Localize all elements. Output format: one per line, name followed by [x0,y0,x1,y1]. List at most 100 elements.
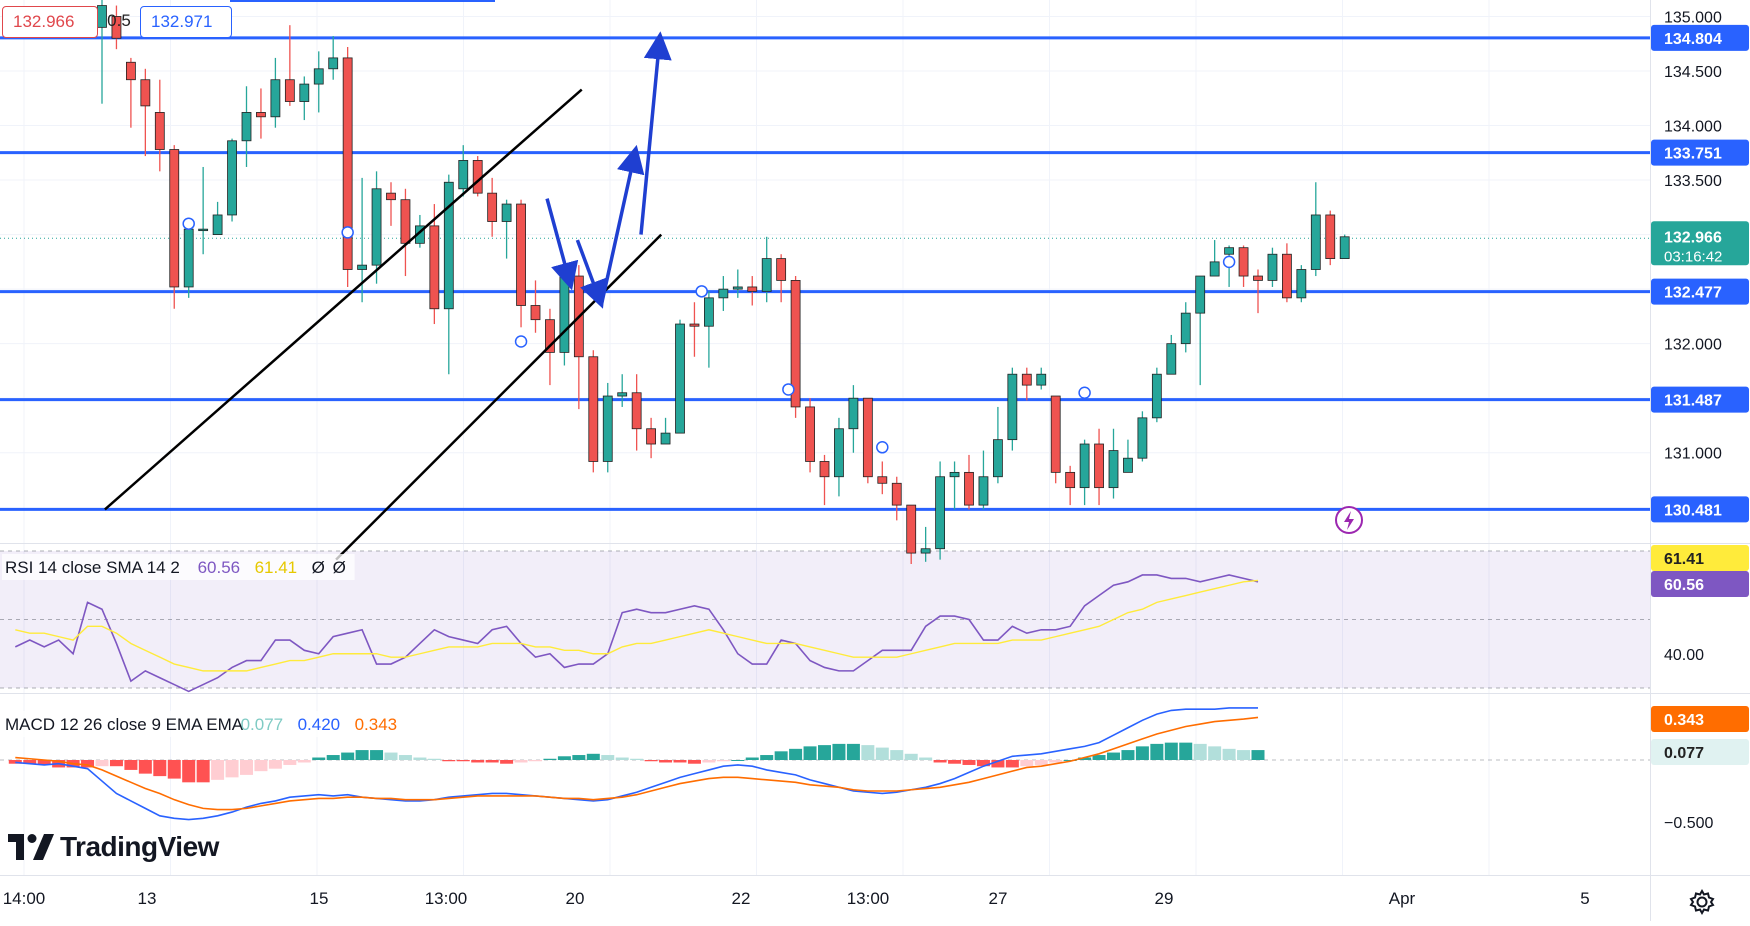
macd-histogram-bar [976,760,990,767]
macd-histogram-bar [1237,750,1251,760]
macd-histogram-bar [254,760,268,772]
candle-body [689,323,700,327]
event-marker-icon [182,217,195,230]
level-price-badge: 131.487 [1651,386,1749,413]
macd-badge: 0.343 [1651,706,1749,732]
candle-body [458,160,469,190]
candles [97,0,1350,564]
candle-body [545,319,555,353]
candle-body [1180,312,1191,345]
candle-body [602,395,613,462]
candle-body [1123,457,1133,473]
candle-body [1296,269,1307,299]
rsi-badge: 61.41 [1651,545,1749,571]
macd-histogram-bar [109,760,123,767]
macd-histogram-bar [630,758,644,760]
candle-body [1310,214,1321,270]
candle [1325,210,1336,266]
rsi-axis-tick-label: 40.00 [1664,647,1704,664]
candle-body [1238,247,1249,277]
candle [1166,334,1177,375]
ask-price-box[interactable]: 132.971 [140,6,232,38]
macd-histogram-bar [196,760,210,783]
forecast-arrow [639,31,672,235]
candle-body [978,476,989,506]
macd-histogram-bar [500,760,514,764]
candle [718,276,729,311]
candle-body [776,258,787,281]
macd-axis-tick-label: −0.500 [1664,815,1713,832]
event-marker-icon [514,335,528,348]
current-price-countdown: 03:16:42 [1664,248,1722,265]
candle-body [1151,373,1162,419]
candle-body [1209,261,1220,277]
candle-body [400,199,411,244]
rsi-badge-text: 61.41 [1664,551,1704,568]
price-axis-tick-label: 132.000 [1664,337,1722,354]
candle [429,204,440,325]
event-marker-icon [782,383,795,396]
macd-histogram-bar [543,758,557,760]
macd-histogram-bar [442,760,456,762]
candle [920,526,931,562]
candle [126,57,136,128]
forecast-arrow [545,198,579,291]
macd-histogram-bar [803,746,817,760]
current-price-badge-text: 132.966 [1664,229,1722,246]
candle [1094,428,1104,506]
macd-badge-bg [1651,739,1749,765]
candle [631,374,642,451]
candle-body [559,275,570,353]
settings-gear-icon[interactable] [1688,888,1716,916]
forecast-arrow [600,144,645,303]
macd-histogram-bar [471,760,485,763]
price-axis-tick-label: 134.500 [1664,64,1722,81]
current-price-badge: 132.966 03:16:42 [1651,221,1749,266]
candle-body [993,439,1003,478]
macd-histogram-bar [297,760,311,763]
macd-histogram-bar [1193,743,1207,760]
level-price-badge-bg [1651,24,1749,51]
candle-body [357,264,368,270]
candle [602,382,613,473]
time-axis-tick-label: 13:00 [847,889,890,908]
trend-channel-upper [104,88,583,511]
macd-legend-title: MACD 12 26 close 9 EMA EMA [5,715,244,734]
event-markers [182,217,1236,454]
bid-price-box[interactable]: 132.966 [2,6,98,38]
macd-histogram-bar [745,757,759,760]
macd-histogram-bar [1121,750,1135,760]
macd-legend-bg [2,711,413,737]
candle [241,86,252,167]
candle-body [299,83,310,102]
macd-histogram-bar [211,760,225,780]
candle [1339,234,1350,259]
macd-legend-value: 0.343 [355,715,398,734]
candle [978,450,989,510]
candle [617,374,628,407]
candle-body [342,57,353,270]
macd-histogram-bar [832,743,846,760]
macd-histogram-bar [789,748,803,760]
macd-histogram-bar [875,747,889,760]
macd-histogram-bar [370,750,384,760]
macd-histogram-bar [1208,746,1222,760]
candle-body [732,286,743,290]
macd-histogram-bar [731,760,745,761]
level-price-badge-bg [1651,386,1749,413]
candle-body [313,68,324,85]
candle-body [1325,214,1336,259]
candle [1282,243,1292,303]
candle [675,319,685,434]
candle-body [256,112,266,118]
level-price-badge-text: 134.804 [1664,31,1722,48]
candle [501,199,512,259]
level-price-badge-bg [1651,139,1749,166]
macd-histogram-bar [586,753,600,760]
level-price-badge-text: 131.487 [1664,393,1722,410]
tradingview-logo[interactable]: TradingView [8,830,219,864]
candle [1209,240,1220,277]
macd-histogram-bar [1005,760,1019,768]
